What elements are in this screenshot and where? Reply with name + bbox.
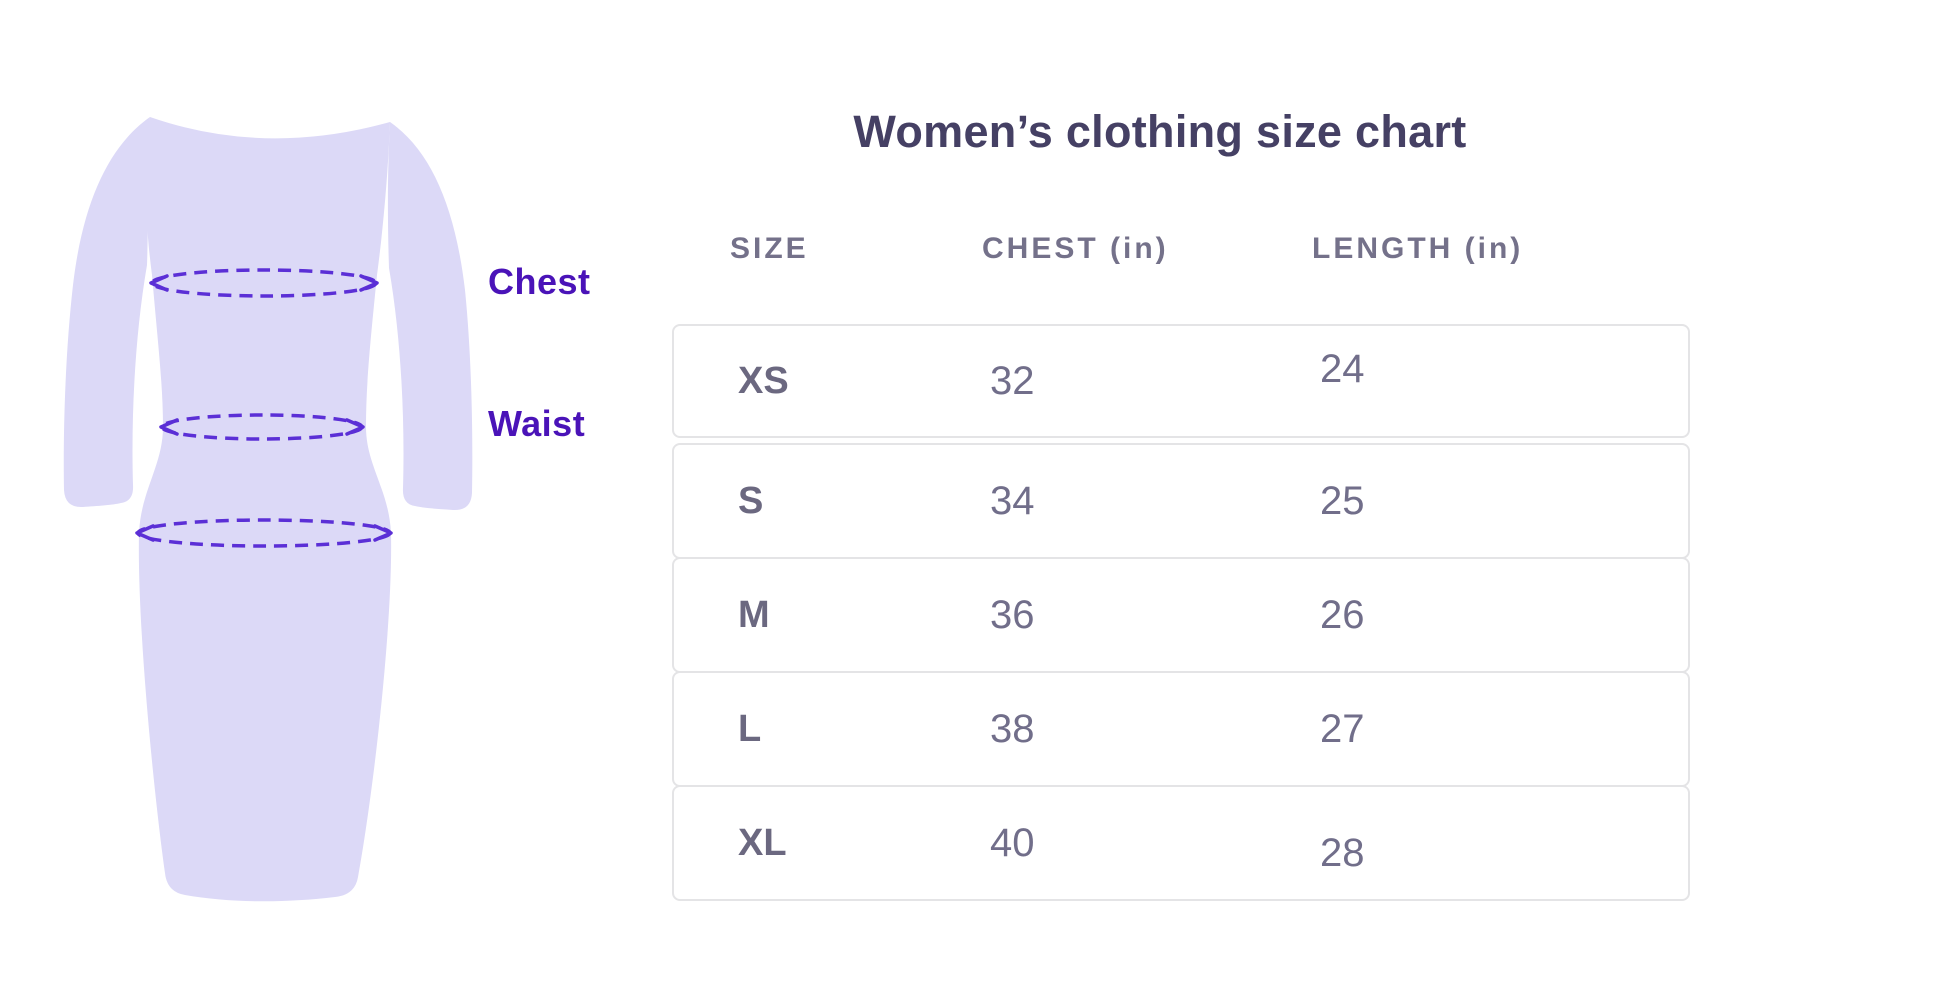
hip-arrow-left-icon	[135, 524, 155, 542]
dress-left-sleeve	[63, 117, 150, 508]
size-cell: M	[738, 593, 770, 636]
table-row-xs: XS 32 24	[672, 324, 1690, 438]
table-row-xl: XL 40 28	[672, 785, 1690, 901]
table-row-s: S 34 25	[672, 443, 1690, 559]
dress-body	[138, 117, 392, 902]
table-row-m: M 36 26	[672, 557, 1690, 673]
length-cell: 25	[1320, 478, 1365, 523]
chest-cell: 36	[990, 592, 1035, 637]
table-header-row: SIZE CHEST (in) LENGTH (in)	[672, 232, 1690, 266]
page-title: Women’s clothing size chart	[853, 106, 1467, 157]
waist-label: Waist	[488, 403, 586, 444]
chest-label: Chest	[488, 261, 591, 302]
waist-arrow-left-icon	[159, 418, 179, 436]
table-row-l: L 38 27	[672, 671, 1690, 787]
length-cell: 26	[1320, 592, 1365, 637]
chest-cell: 38	[990, 706, 1035, 751]
size-column-header: SIZE	[730, 232, 809, 265]
size-table: XS 32 24 S 34 25 M 36 26 L 38 27 XL 40 2…	[672, 324, 1690, 901]
chest-column-header: CHEST (in)	[982, 232, 1169, 265]
chest-arrow-right-icon	[359, 274, 379, 292]
size-guide-figure: Chest Waist	[55, 105, 675, 925]
chest-cell: 34	[990, 478, 1035, 523]
size-cell: S	[738, 479, 764, 522]
length-cell: 27	[1320, 706, 1365, 751]
size-cell: L	[738, 707, 762, 750]
length-cell: 24	[1320, 346, 1365, 391]
waist-arrow-right-icon	[345, 418, 365, 436]
chest-cell: 40	[990, 820, 1035, 865]
chest-arrow-left-icon	[149, 274, 169, 292]
length-cell: 28	[1320, 830, 1365, 875]
dress-right-sleeve	[387, 122, 473, 511]
length-column-header: LENGTH (in)	[1312, 232, 1524, 265]
size-cell: XL	[738, 821, 787, 864]
size-cell: XS	[738, 359, 789, 402]
dress-illustration	[63, 117, 473, 902]
hip-arrow-right-icon	[373, 524, 393, 542]
chest-cell: 32	[990, 358, 1035, 403]
